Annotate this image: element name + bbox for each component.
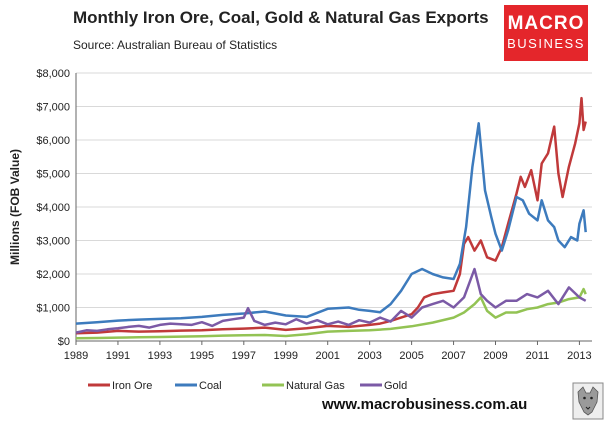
x-axis-ticks: 1989 1991 1993 1995 1997 1999 2001 2003 2005 2007… [64,341,592,362]
x-tick-label: 1991 [106,350,130,362]
series-lines [75,96,587,340]
y-tick-label: $1,000 [36,303,70,315]
legend-label: Coal [199,380,222,392]
y-axis-ticks: $0 $1,000 $2,000 $3,000 $4,000 $5,000 $6,000 $7… [36,68,70,348]
y-tick-label: $7,000 [36,102,70,114]
y-tick-label: $3,000 [36,236,70,248]
x-tick-label: 2001 [315,350,339,362]
y-tick-label: $2,000 [36,269,70,281]
y-axis-label: Millions (FOB Value) [8,149,22,265]
series-line-natural-gas [75,287,587,340]
macrobusiness-logo: MACRO BUSINESS [504,5,588,61]
legend: Iron Ore Coal Natural Gas Gold [88,380,407,392]
logo-line-macro: MACRO [507,13,585,34]
chart-title: Monthly Iron Ore, Coal, Gold & Natural G… [73,8,489,27]
y-tick-label: $6,000 [36,135,70,147]
x-tick-label: 1999 [274,350,298,362]
y-tick-label: $0 [58,336,70,348]
x-tick-label: 1993 [148,350,172,362]
legend-label: Natural Gas [286,380,345,392]
series-line-iron-ore [75,96,587,335]
series-line-gold [75,267,587,334]
y-tick-label: $5,000 [36,169,70,181]
logo-line-business: BUSINESS [507,36,585,51]
x-tick-label: 2003 [357,350,381,362]
axes [75,73,592,342]
x-tick-label: 1997 [232,350,256,362]
legend-label: Gold [384,380,407,392]
x-tick-label: 1989 [64,350,88,362]
x-tick-label: 2007 [441,350,465,362]
x-tick-label: 2013 [567,350,591,362]
x-tick-label: 1995 [190,350,214,362]
y-tick-label: $4,000 [36,202,70,214]
series-line-coal [75,122,587,325]
chart-source: Source: Australian Bureau of Statistics [73,38,278,52]
y-tick-label: $8,000 [36,68,70,80]
website-url: www.macrobusiness.com.au [322,396,528,413]
x-tick-label: 2005 [399,350,423,362]
wolf-badge-icon [572,382,604,420]
x-tick-label: 2011 [526,350,550,362]
legend-label: Iron Ore [112,380,152,392]
x-tick-label: 2009 [483,350,507,362]
